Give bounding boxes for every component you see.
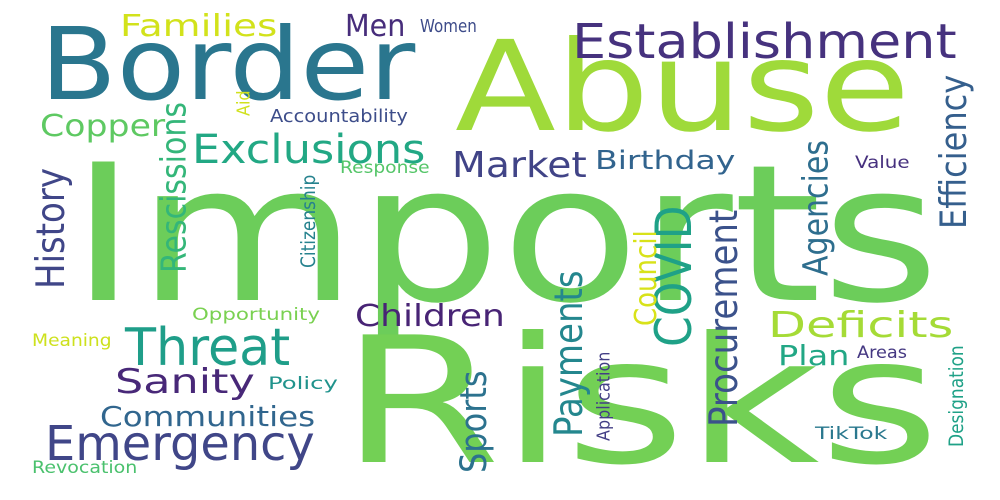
word-risks: Risks <box>340 301 940 500</box>
word-plan: Plan <box>778 339 850 372</box>
word-response: Response <box>340 158 430 178</box>
word-value: Value <box>855 153 910 173</box>
word-policy: Policy <box>268 374 338 394</box>
word-birthday: Birthday <box>595 146 736 176</box>
word-copper: Copper <box>40 109 166 144</box>
word-citizenship: Citizenship <box>297 174 321 268</box>
word-emergency: Emergency <box>45 416 315 472</box>
word-accountability: Accountability <box>270 106 408 127</box>
word-sanity: Sanity <box>115 362 255 402</box>
word-market: Market <box>452 145 587 186</box>
word-sports: Sports <box>451 370 496 473</box>
word-communities: Communities <box>100 400 316 433</box>
word-exclusions: Exclusions <box>192 127 426 173</box>
word-families: Families <box>120 9 278 44</box>
word-agencies: Agencies <box>796 140 837 276</box>
word-designation: Designation <box>945 345 969 447</box>
word-procurement: Procurement <box>701 209 748 427</box>
word-meaning: Meaning <box>32 331 112 351</box>
word-abuse: Abuse <box>455 15 911 160</box>
word-deficits: Deficits <box>768 305 954 346</box>
word-council: Council <box>629 230 665 326</box>
word-opportunity: Opportunity <box>192 305 321 325</box>
word-application: Application <box>592 351 615 441</box>
word-border: Border <box>40 6 416 123</box>
word-men: Men <box>345 9 406 44</box>
word-efficiency: Efficiency <box>931 74 976 229</box>
word-revocation: Revocation <box>32 458 138 478</box>
word-establishment: Establishment <box>572 14 957 70</box>
word-children: Children <box>355 299 505 334</box>
word-threat: Threat <box>125 318 291 378</box>
word-women: Women <box>420 16 477 37</box>
word-imports: Imports <box>70 124 940 345</box>
word-payments: Payments <box>546 270 593 437</box>
word-aid: Aid <box>232 90 255 116</box>
word-tiktok: TikTok <box>815 424 888 444</box>
word-areas: Areas <box>857 343 907 363</box>
word-history: History <box>28 168 75 289</box>
